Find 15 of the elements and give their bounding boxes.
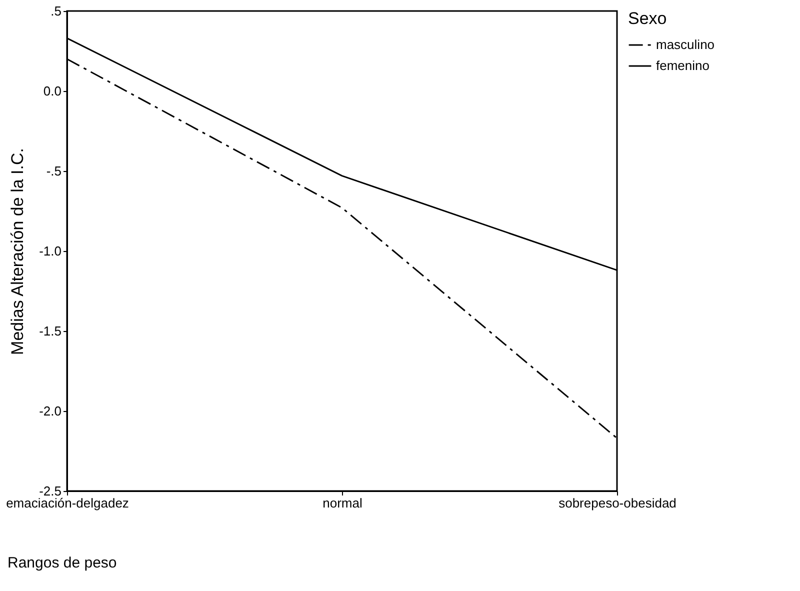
x-tick-label: normal [322,496,362,510]
legend-label: femenino [656,58,710,73]
y-tick-label: -1.0 [39,244,62,258]
x-axis-title: Rangos de peso [8,554,117,572]
y-tick-label: -2.0 [39,404,62,418]
y-tick-label: 0.0 [43,84,62,98]
x-tick-label: emaciación-delgadez [6,496,129,510]
y-tick-label: -2.5 [39,484,62,498]
y-axis-title: Medias Alteración de la I.C. [8,148,28,355]
x-tick-label: sobrepeso-obesidad [558,496,676,510]
y-tick-label: .5 [50,4,62,18]
legend-label: masculino [656,37,715,52]
y-tick-label: -.5 [46,164,62,178]
legend-title: Sexo [628,9,667,28]
y-tick-label: -1.5 [39,324,62,338]
